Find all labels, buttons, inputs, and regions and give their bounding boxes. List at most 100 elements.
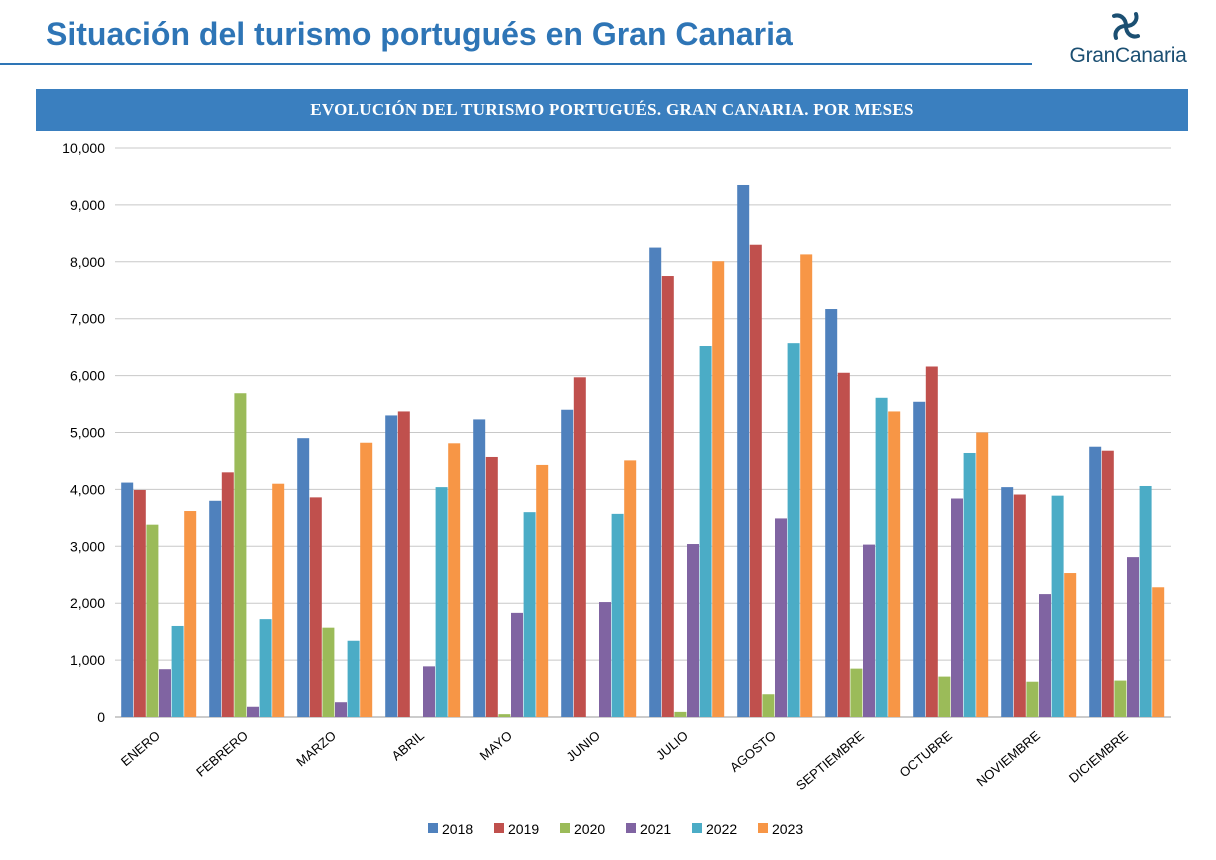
x-tick-label: OCTUBRE — [897, 728, 956, 781]
bar-agosto-2020 — [762, 694, 775, 717]
bar-junio-2022 — [611, 513, 624, 717]
x-tick-label: MAYO — [477, 728, 515, 763]
bar-noviembre-2023 — [1064, 573, 1077, 717]
bar-enero-2018 — [121, 482, 134, 717]
legend-swatch-2022 — [692, 823, 702, 833]
bar-mayo-2022 — [523, 512, 536, 717]
bar-septiembre-2022 — [875, 397, 888, 717]
bar-febrero-2021 — [247, 706, 259, 717]
bar-julio-2021 — [687, 544, 699, 717]
bar-diciembre-2022 — [1139, 485, 1152, 717]
x-tick-label: SEPTIEMBRE — [793, 728, 867, 794]
bar-agosto-2022 — [787, 343, 800, 717]
legend-label-2018: 2018 — [442, 821, 473, 837]
y-tick-label: 4,000 — [70, 481, 105, 497]
bar-noviembre-2021 — [1039, 594, 1051, 717]
bar-julio-2023 — [712, 261, 725, 717]
chart-title-banner: EVOLUCIÓN DEL TURISMO PORTUGUÉS. GRAN CA… — [36, 89, 1188, 131]
bar-mayo-2021 — [511, 612, 523, 717]
bar-enero-2022 — [171, 625, 184, 717]
bar-diciembre-2018 — [1089, 446, 1102, 717]
bar-agosto-2023 — [800, 254, 813, 717]
y-axis-ticks: 0 1,000 2,000 3,000 4,000 5,000 6,000 7,000 8,00… — [62, 140, 105, 725]
bar-septiembre-2019 — [837, 372, 850, 717]
y-tick-label: 8,000 — [70, 254, 105, 270]
bar-junio-2023 — [624, 460, 637, 717]
x-tick-label: NOVIEMBRE — [974, 728, 1044, 790]
bar-febrero-2020 — [234, 393, 247, 717]
bar-octubre-2023 — [976, 432, 989, 717]
title-divider — [0, 63, 1032, 65]
y-tick-label: 10,000 — [62, 140, 105, 156]
y-tick-label: 3,000 — [70, 538, 105, 554]
bar-marzo-2020 — [322, 627, 335, 717]
bar-noviembre-2020 — [1026, 681, 1039, 717]
bar-mayo-2018 — [473, 419, 486, 717]
legend-swatch-2018 — [428, 823, 438, 833]
y-tick-label: 7,000 — [70, 311, 105, 327]
gran-canaria-logo: GranCanaria — [1060, 8, 1200, 68]
legend-swatch-2020 — [560, 823, 570, 833]
bar-agosto-2021 — [775, 518, 787, 717]
x-tick-label: ABRIL — [389, 728, 427, 764]
y-tick-label: 6,000 — [70, 368, 105, 384]
bar-diciembre-2021 — [1127, 557, 1139, 717]
bar-abril-2018 — [385, 415, 398, 717]
x-tick-label: DICIEMBRE — [1066, 728, 1131, 786]
bar-julio-2022 — [699, 346, 712, 717]
bar-noviembre-2022 — [1051, 495, 1064, 717]
bar-enero-2020 — [146, 524, 159, 717]
bar-septiembre-2021 — [863, 544, 875, 717]
bar-julio-2018 — [649, 247, 662, 717]
bar-junio-2018 — [561, 409, 574, 717]
bar-marzo-2018 — [297, 438, 310, 717]
x-tick-label: AGOSTO — [727, 728, 779, 775]
y-tick-label: 5,000 — [70, 425, 105, 441]
bar-agosto-2019 — [749, 244, 762, 718]
y-tick-label: 9,000 — [70, 197, 105, 213]
bar-septiembre-2020 — [850, 668, 863, 717]
x-tick-label: JUNIO — [563, 728, 603, 765]
bar-octubre-2018 — [913, 401, 926, 717]
bar-septiembre-2023 — [888, 411, 901, 717]
bar-enero-2019 — [133, 489, 146, 717]
bar-octubre-2019 — [925, 366, 938, 717]
bar-abril-2023 — [448, 443, 461, 717]
bar-diciembre-2023 — [1152, 587, 1165, 717]
logo-text: GranCanaria — [1069, 44, 1187, 67]
bar-abril-2019 — [397, 411, 410, 717]
x-tick-label: JULIO — [653, 728, 691, 763]
bar-febrero-2019 — [221, 472, 234, 717]
bar-mayo-2019 — [485, 456, 498, 717]
bar-febrero-2023 — [272, 483, 285, 717]
legend-label-2021: 2021 — [640, 821, 671, 837]
pinwheel-icon — [1112, 12, 1140, 40]
y-tick-label: 1,000 — [70, 652, 105, 668]
x-tick-label: ENERO — [118, 728, 163, 769]
legend-swatch-2021 — [626, 823, 636, 833]
bars — [121, 184, 1165, 718]
bar-mayo-2023 — [536, 464, 549, 717]
bar-julio-2020 — [674, 711, 687, 717]
bar-abril-2022 — [435, 487, 448, 717]
bar-noviembre-2018 — [1001, 487, 1014, 717]
bar-octubre-2021 — [951, 498, 963, 717]
legend: 2018 2019 2020 2021 2022 2023 — [428, 821, 803, 837]
chart-title: EVOLUCIÓN DEL TURISMO PORTUGUÉS. GRAN CA… — [310, 100, 914, 119]
bar-marzo-2021 — [335, 702, 347, 717]
bar-enero-2021 — [159, 669, 171, 717]
bar-mayo-2020 — [498, 714, 511, 717]
bar-octubre-2022 — [963, 452, 976, 717]
x-tick-label: FEBRERO — [193, 728, 251, 780]
bar-septiembre-2018 — [825, 309, 838, 717]
legend-label-2022: 2022 — [706, 821, 737, 837]
x-axis-ticks: ENERO FEBRERO MARZO ABRIL MAYO JUNIO JULIO AGOS… — [118, 728, 1131, 794]
y-tick-label: 2,000 — [70, 595, 105, 611]
legend-label-2020: 2020 — [574, 821, 605, 837]
grid-lines — [115, 147, 1171, 718]
bar-marzo-2023 — [360, 442, 373, 717]
legend-label-2019: 2019 — [508, 821, 539, 837]
y-tick-label: 0 — [97, 709, 105, 725]
bar-octubre-2020 — [938, 676, 951, 717]
